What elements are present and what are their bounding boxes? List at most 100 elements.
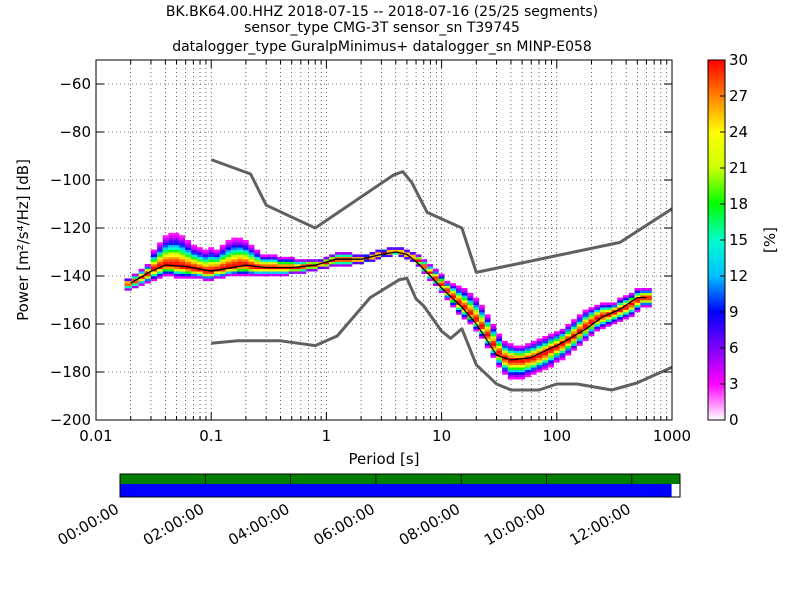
histogram-cell: [157, 244, 163, 248]
histogram-cell: [197, 261, 203, 265]
histogram-cell: [467, 314, 474, 318]
histogram-cell: [513, 350, 520, 354]
histogram-cell: [438, 285, 445, 289]
histogram-cell: [271, 254, 278, 258]
histogram-cell: [208, 247, 215, 250]
histogram-cell: [283, 261, 289, 265]
histogram-cell: [634, 302, 641, 306]
histogram-cell: [225, 244, 232, 248]
histogram-cell: [455, 297, 462, 301]
histogram-cell: [162, 266, 169, 270]
histogram-cell: [576, 338, 583, 342]
histogram-cell: [150, 273, 158, 277]
histogram-cell: [438, 283, 445, 286]
histogram-cell: [231, 249, 238, 253]
histogram-cell: [467, 319, 474, 322]
histogram-cell: [438, 273, 445, 277]
histogram-cell: [479, 309, 485, 313]
histogram-cell: [398, 247, 405, 250]
histogram-cell: [548, 338, 554, 342]
histogram-cell: [197, 266, 203, 270]
histogram-cell: [157, 254, 163, 258]
histogram-cell: [582, 324, 589, 327]
histogram-cell: [398, 249, 405, 253]
histogram-cell: [208, 249, 215, 253]
histogram-cell: [455, 307, 462, 310]
histogram-cell: [594, 326, 600, 330]
histogram-cell: [323, 266, 330, 270]
histogram-cell: [208, 266, 215, 270]
histogram-cell: [484, 345, 491, 349]
histogram-cell: [548, 357, 554, 361]
histogram-cell: [542, 367, 549, 370]
histogram-cell: [415, 261, 422, 265]
histogram-cell: [168, 261, 174, 265]
histogram-cell: [502, 350, 508, 354]
histogram-cell: [398, 254, 405, 258]
histogram-cell: [594, 307, 600, 310]
histogram-cell: [340, 256, 347, 260]
histogram-cell: [173, 276, 180, 279]
histogram-cell: [571, 321, 577, 325]
histogram-cell: [479, 326, 485, 330]
histogram-cell: [197, 249, 203, 253]
histogram-cell: [179, 261, 186, 265]
histogram-cell: [536, 364, 543, 368]
histogram-cell: [219, 252, 226, 255]
histogram-cell: [467, 292, 474, 296]
histogram-cell: [461, 297, 468, 301]
histogram-cell: [323, 256, 330, 260]
histogram-cell: [415, 264, 422, 267]
histogram-cell: [634, 295, 641, 298]
histogram-cell: [582, 309, 589, 313]
histogram-cell: [490, 331, 497, 334]
histogram-cell: [502, 348, 508, 351]
histogram-cell: [231, 256, 238, 260]
histogram-cell: [197, 276, 203, 279]
histogram-cell: [646, 300, 652, 303]
histogram-cell: [536, 343, 543, 346]
histogram-cell: [502, 343, 508, 346]
colorbar-label: [%]: [761, 227, 779, 253]
histogram-cell: [381, 254, 387, 258]
histogram-cell: [605, 309, 612, 313]
histogram-cell: [300, 259, 307, 262]
histogram-cell: [559, 348, 566, 351]
histogram-cell: [427, 264, 433, 267]
histogram-cell: [162, 271, 169, 274]
histogram-cell: [565, 331, 572, 334]
histogram-cell: [634, 297, 641, 301]
histogram-cell: [588, 321, 595, 325]
histogram-cell: [421, 264, 428, 267]
histogram-cell: [202, 259, 209, 262]
histogram-cell: [479, 307, 485, 310]
histogram-cell: [311, 261, 318, 265]
histogram-cell: [225, 256, 232, 260]
histogram-cell: [421, 259, 428, 262]
histogram-cell: [242, 273, 249, 277]
histogram-cell: [571, 326, 577, 330]
histogram-cell: [225, 247, 232, 250]
histogram-cell: [513, 360, 520, 363]
histogram-cell: [197, 271, 203, 274]
histogram-cell: [392, 249, 399, 253]
histogram-cell: [519, 369, 526, 373]
timeline-tick-label: 06:00:00: [311, 500, 378, 549]
histogram-cell: [225, 249, 232, 253]
histogram-cell: [548, 336, 554, 339]
histogram-cell: [484, 321, 491, 325]
histogram-cell: [634, 300, 641, 303]
histogram-cell: [162, 249, 169, 253]
histogram-cell: [623, 307, 629, 310]
histogram-cell: [582, 336, 589, 339]
histogram-cell: [571, 331, 577, 334]
histogram-cell: [599, 307, 606, 310]
histogram-cell: [300, 271, 307, 274]
histogram-cell: [214, 249, 220, 253]
histogram-cell: [138, 271, 145, 274]
histogram-cell: [231, 247, 238, 250]
histogram-cell: [461, 300, 468, 303]
histogram-cell: [450, 292, 456, 296]
histogram-cell: [479, 319, 485, 322]
histogram-cell: [225, 252, 232, 255]
